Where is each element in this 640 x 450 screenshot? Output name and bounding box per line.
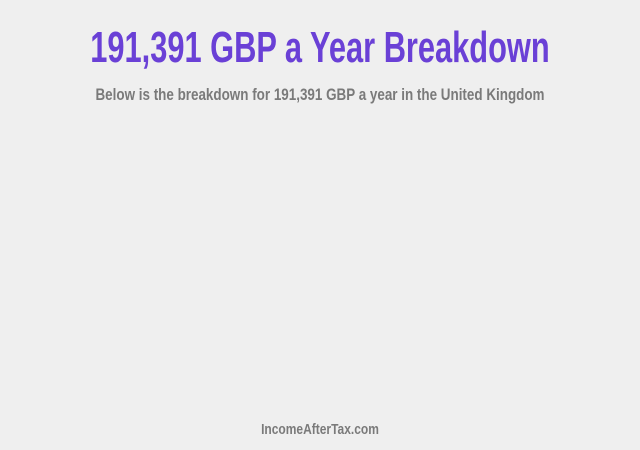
page-subtitle: Below is the breakdown for 191,391 GBP a… bbox=[95, 85, 545, 104]
site-footer: IncomeAfterTax.com bbox=[261, 421, 379, 438]
page-title: 191,391 GBP a Year Breakdown bbox=[90, 23, 550, 72]
